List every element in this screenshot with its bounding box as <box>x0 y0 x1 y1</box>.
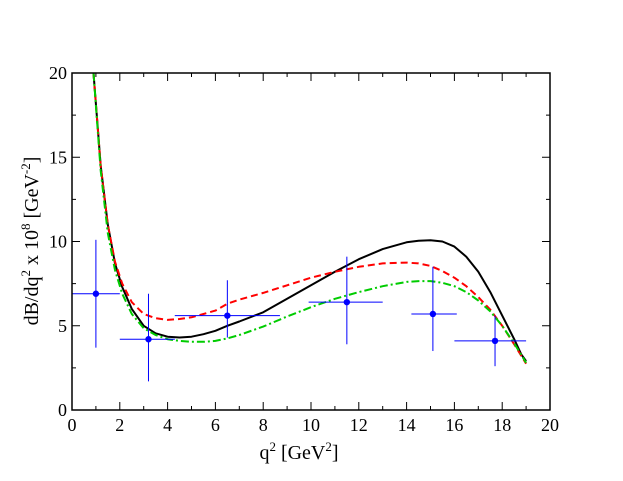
x-axis-title-exp: 2 <box>269 439 276 454</box>
y-axis-title-part3: [GeV <box>21 174 43 224</box>
x-axis-title-close: ] <box>332 442 339 464</box>
y-tick-label: 5 <box>58 316 67 336</box>
data-point <box>224 312 231 319</box>
y-axis-title-part1: dB/dq <box>21 277 43 326</box>
x-tick-label: 20 <box>541 415 559 435</box>
x-axis-title-unit: [GeV <box>276 442 326 464</box>
x-tick-label: 6 <box>211 415 220 435</box>
y-axis-title: dB/dq2 x 108 [GeV-2] <box>18 157 43 326</box>
series-line-1-solid <box>92 73 527 362</box>
x-axis-title-unit-exp: 2 <box>325 439 332 454</box>
y-axis-title-exp3: -2 <box>18 163 33 174</box>
data-point <box>145 336 152 343</box>
y-tick-label: 15 <box>49 147 67 167</box>
series-line-2-dashed <box>92 73 527 365</box>
x-axis-title-base: q <box>259 442 269 464</box>
y-axis-title-part2: x 10 <box>21 230 43 270</box>
x-tick-label: 4 <box>163 415 172 435</box>
x-tick-label: 18 <box>493 415 511 435</box>
y-tick-label: 0 <box>58 400 67 420</box>
y-axis-ticks: 0 5 10 15 20 <box>49 63 550 420</box>
x-tick-label: 16 <box>445 415 463 435</box>
series-line-3-dashdot <box>92 73 527 364</box>
model-curves <box>92 73 527 365</box>
data-point <box>92 290 100 297</box>
x-tick-label: 14 <box>398 415 416 435</box>
data-point <box>429 310 437 318</box>
y-axis-title-exp1: 2 <box>18 270 33 277</box>
y-tick-label: 10 <box>49 232 67 252</box>
y-tick-label: 20 <box>49 63 67 83</box>
x-axis-ticks: 0 2 4 6 8 10 12 14 16 18 20 <box>68 73 559 435</box>
x-tick-label: 8 <box>259 415 268 435</box>
data-points <box>72 239 527 382</box>
x-tick-label: 0 <box>68 415 77 435</box>
data-point <box>491 337 499 345</box>
x-tick-label: 2 <box>115 415 124 435</box>
y-axis-title-exp2: 8 <box>18 224 33 231</box>
data-point <box>343 298 351 306</box>
x-axis-title: q2 [GeV2] <box>259 439 338 464</box>
x-tick-label: 12 <box>350 415 368 435</box>
x-tick-label: 10 <box>302 415 320 435</box>
y-axis-title-part4: ] <box>21 157 43 164</box>
